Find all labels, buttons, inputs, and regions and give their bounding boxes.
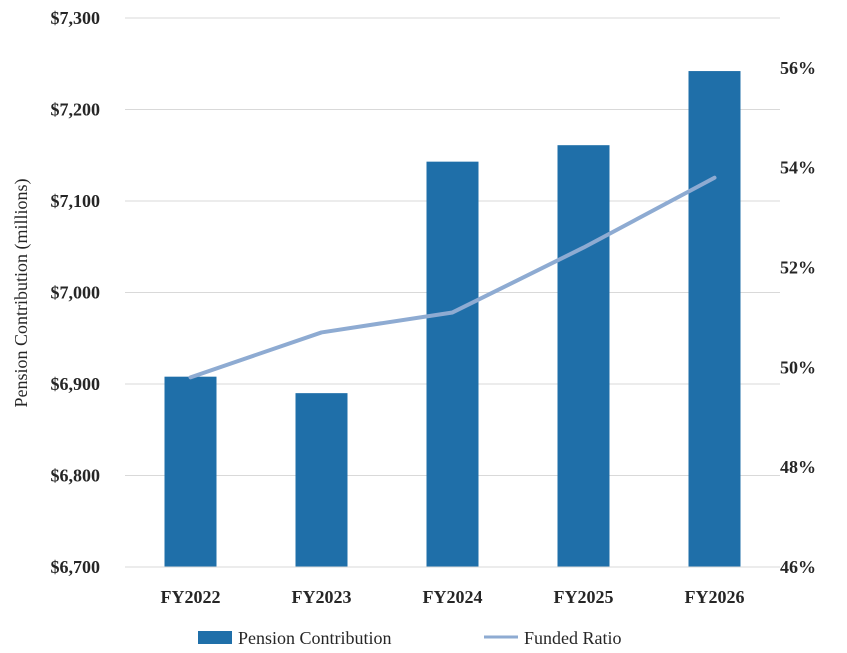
legend-swatch-pension-contribution xyxy=(198,631,232,644)
x-axis: FY2022 FY2023 FY2024 FY2025 FY2026 xyxy=(125,566,780,607)
left-y-tick-label: $6,700 xyxy=(51,557,101,577)
left-y-axis: $6,700 $6,800 $6,900 $7,000 $7,100 $7,200 $7,3… xyxy=(51,8,101,577)
legend: Pension Contribution Funded Ratio xyxy=(198,628,622,648)
x-tick-label: FY2023 xyxy=(292,587,352,607)
x-tick-label: FY2024 xyxy=(423,587,483,607)
legend-label-pension-contribution: Pension Contribution xyxy=(238,628,392,648)
bar-pension-contribution xyxy=(295,393,348,567)
left-y-tick-label: $7,300 xyxy=(51,8,101,28)
right-y-tick-label: 48% xyxy=(780,457,816,477)
left-y-tick-label: $7,000 xyxy=(51,283,101,303)
right-y-tick-label: 54% xyxy=(780,158,816,178)
bar-pension-contribution xyxy=(688,71,741,567)
legend-label-funded-ratio: Funded Ratio xyxy=(524,628,622,648)
bar-pension-contribution xyxy=(426,161,479,567)
left-y-tick-label: $7,100 xyxy=(51,191,101,211)
right-y-tick-label: 56% xyxy=(780,58,816,78)
line-funded-ratio xyxy=(188,175,717,380)
x-tick-label: FY2026 xyxy=(685,587,745,607)
bar-pension-contribution xyxy=(164,376,217,567)
right-y-tick-label: 50% xyxy=(780,357,816,377)
left-y-tick-label: $6,900 xyxy=(51,374,101,394)
left-y-tick-label: $6,800 xyxy=(51,466,101,486)
line-series xyxy=(188,175,717,380)
bar-pension-contribution xyxy=(557,145,610,567)
x-tick-label: FY2022 xyxy=(161,587,221,607)
right-y-tick-label: 52% xyxy=(780,258,816,278)
bar-series xyxy=(164,71,741,567)
right-y-tick-label: 46% xyxy=(780,557,816,577)
x-tick-label: FY2025 xyxy=(554,587,614,607)
right-y-axis: 46% 48% 50% 52% 54% 56% xyxy=(780,58,816,577)
left-y-tick-label: $7,200 xyxy=(51,100,101,120)
left-axis-title: Pension Contribution (millions) xyxy=(11,178,32,407)
